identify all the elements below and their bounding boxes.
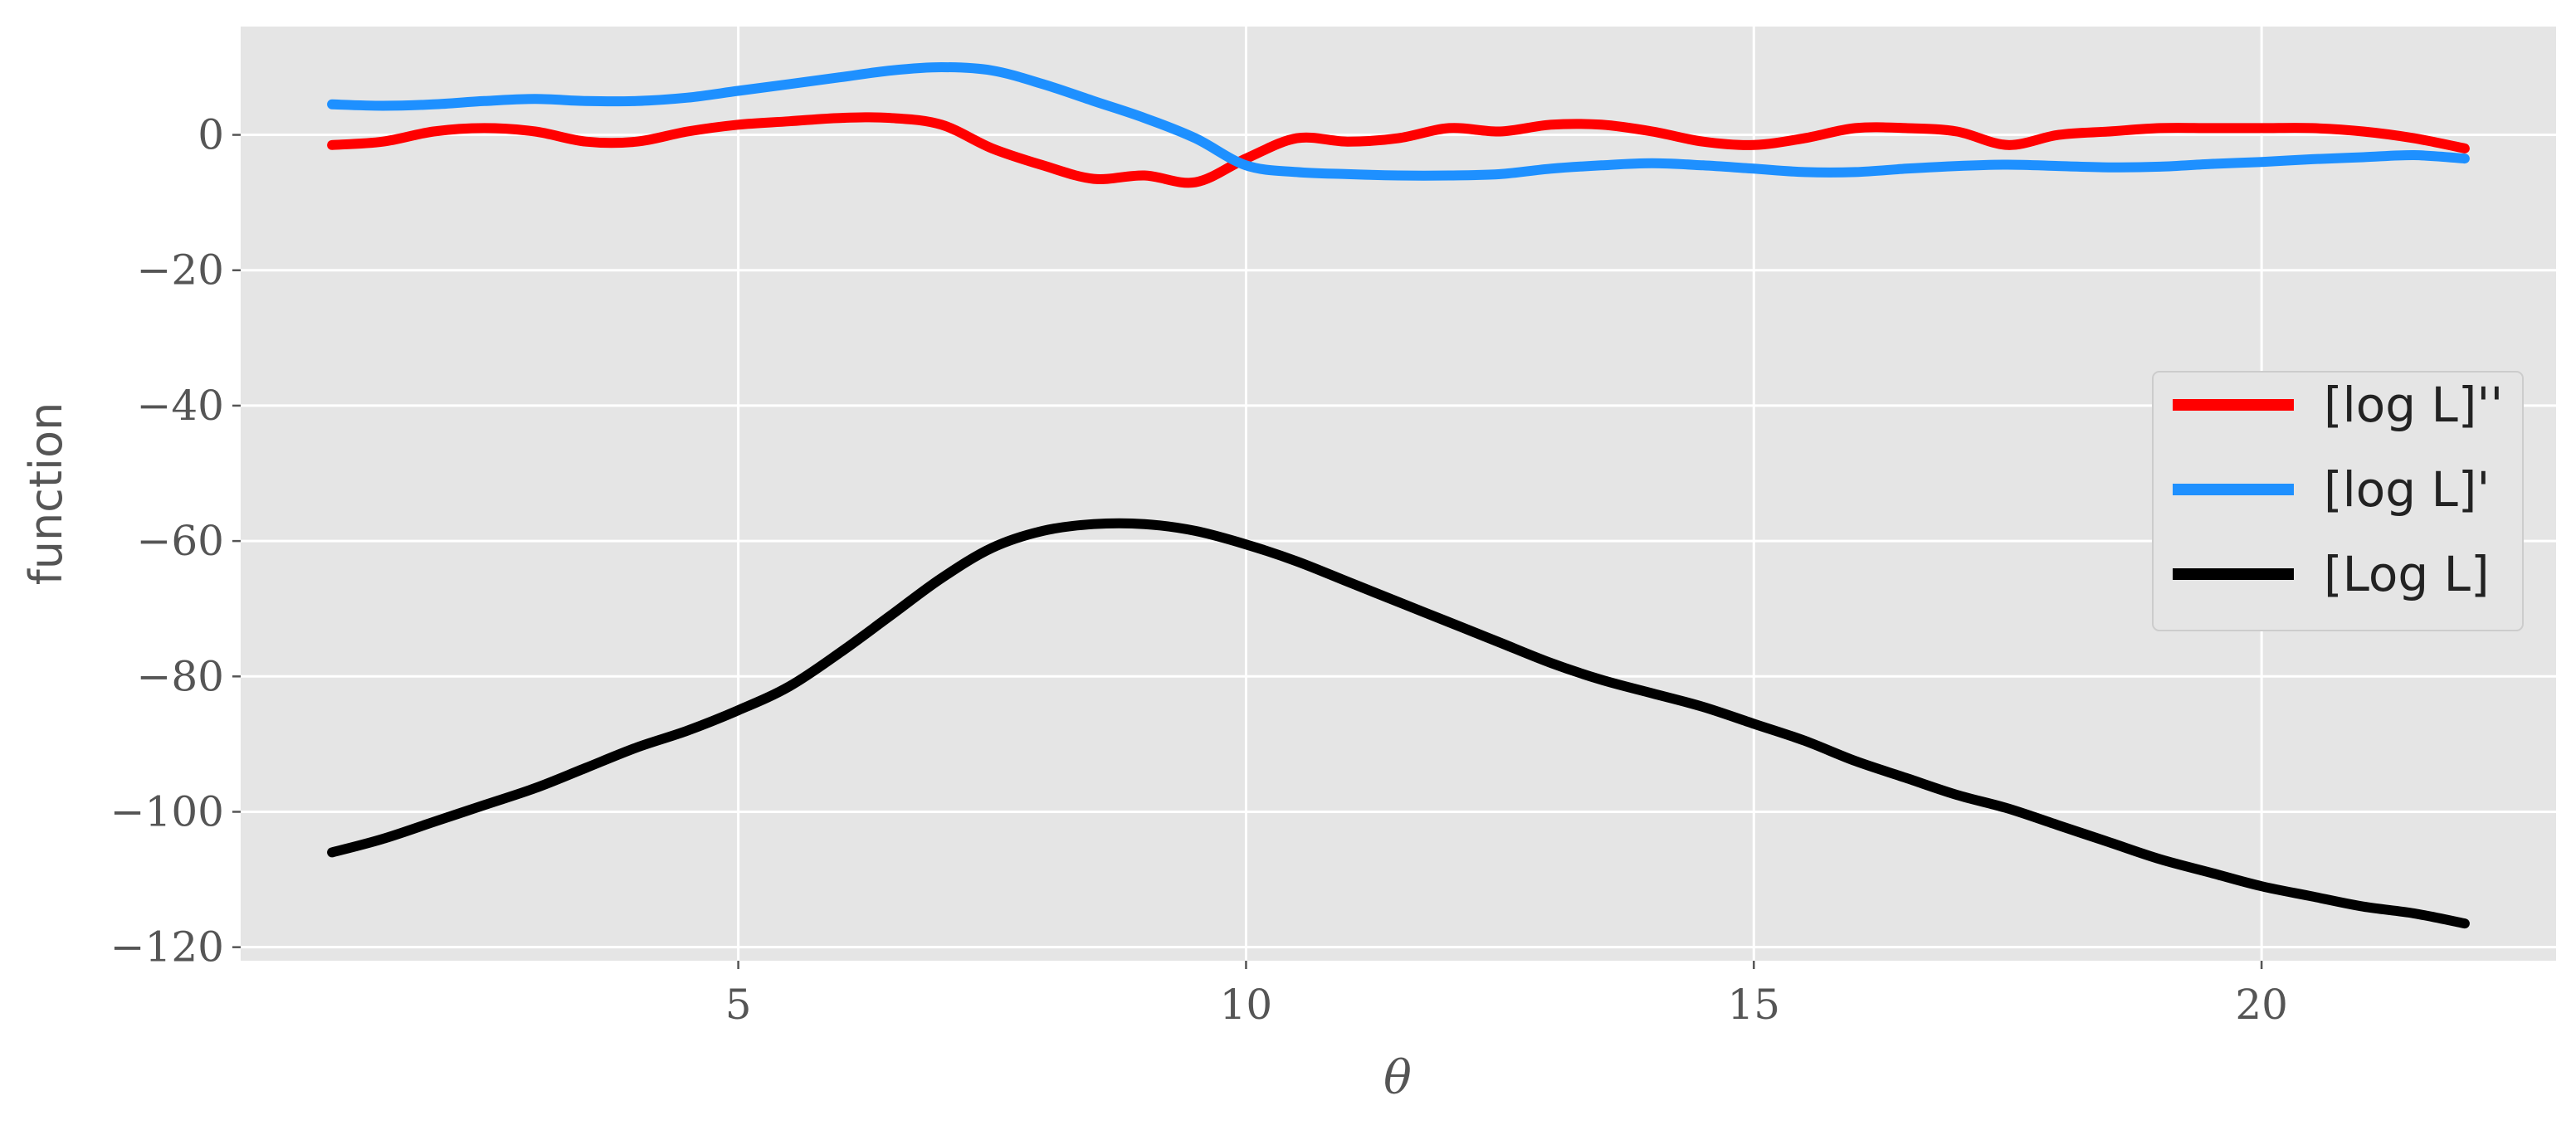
series-line bbox=[327, 62, 2470, 181]
legend-label: [log L]'' bbox=[2324, 377, 2503, 433]
y-tick-label: −40 bbox=[136, 382, 224, 430]
x-tick-label: 5 bbox=[725, 981, 752, 1029]
y-tick-label: 0 bbox=[198, 111, 224, 159]
legend-box bbox=[2152, 371, 2524, 631]
series-line bbox=[327, 112, 2470, 188]
x-axis-label: θ bbox=[1383, 1051, 1412, 1105]
y-tick-label: −20 bbox=[136, 246, 224, 295]
legend-label: [log L]' bbox=[2324, 461, 2490, 518]
x-tick-label: 10 bbox=[1220, 981, 1273, 1029]
series-line bbox=[327, 518, 2470, 929]
y-axis-ticks: 0 −20 −40 −60 −80 −100 −120 bbox=[110, 111, 241, 972]
x-tick-label: 20 bbox=[2235, 981, 2288, 1029]
series-lines bbox=[327, 62, 2470, 929]
y-tick-label: −60 bbox=[136, 517, 224, 565]
x-axis-ticks: 5 10 15 20 bbox=[725, 961, 2288, 1029]
x-tick-label: 15 bbox=[1727, 981, 1780, 1029]
y-axis-label: function bbox=[20, 402, 72, 586]
y-tick-label: −80 bbox=[136, 652, 224, 700]
y-tick-label: −120 bbox=[110, 923, 224, 972]
legend: [log L]'' [log L]' [Log L] bbox=[2152, 371, 2524, 631]
legend-label: [Log L] bbox=[2324, 546, 2490, 602]
y-tick-label: −100 bbox=[110, 787, 224, 835]
